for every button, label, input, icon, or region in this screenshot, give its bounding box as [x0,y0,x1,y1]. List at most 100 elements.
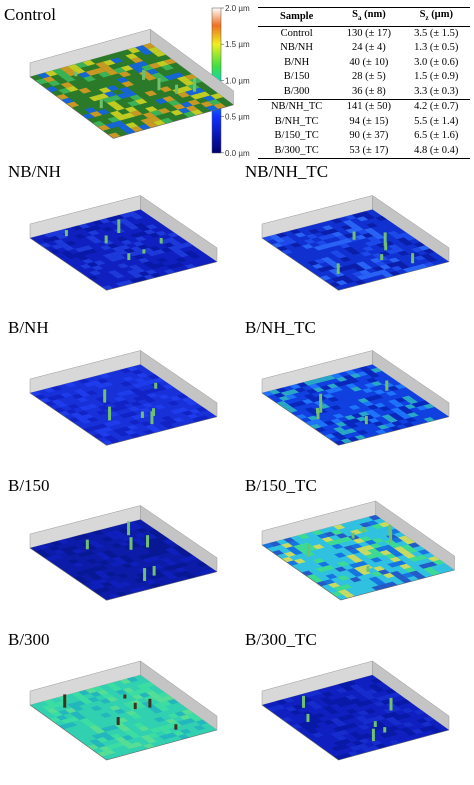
surface-cell [128,63,141,70]
surface-cell [357,398,370,404]
surface-cell [343,246,356,252]
surface-cell [311,530,324,536]
surface-cell [303,238,316,244]
colorbar-label: 0.5 µm [225,113,250,122]
surface-cell [148,542,161,548]
surface-cell [364,382,376,388]
surface-cell [82,427,95,433]
surface-cell [311,577,324,583]
surface-cell [142,557,154,563]
surface-cell [368,372,380,378]
surface-cell [375,216,387,222]
surface-cell [285,407,298,413]
surface-cell [74,247,87,253]
surface-cell [373,234,386,240]
surface-cell [351,213,364,219]
table-cell: 24 (± 4) [352,42,386,54]
peak [389,530,393,544]
surface-cell [332,413,345,419]
surface-cell [415,554,428,560]
table-cell: 1.3 (± 0.5) [414,42,459,54]
surface-cell [145,738,157,744]
surface-cell [53,407,66,413]
surface-cell [68,417,80,423]
surface-cell [276,246,289,252]
surface-cell [95,61,109,68]
surface-cell [161,415,173,421]
surface-cell [294,387,307,393]
surface-cell [344,414,357,421]
surface-cell [323,265,336,271]
surface-cell [366,236,379,242]
surface-cell [95,551,108,557]
surface-cell [100,245,112,251]
surface-cell [101,581,113,587]
surface-cell [387,711,400,717]
surface-cell [83,227,95,233]
surface-cell [160,544,172,550]
surface-cell [358,738,371,744]
surface-cell [65,240,77,246]
surface-cell [156,257,169,263]
surface-cell [79,418,92,424]
surface-cell [327,396,340,402]
surface-cell [119,426,132,432]
surface-cell [370,381,383,387]
surface-cell [142,43,156,50]
surface-cell [348,404,361,410]
surface-cell [145,579,157,585]
surface-cell [392,715,405,721]
surface-cell [156,725,169,731]
surface-cell [138,226,151,232]
peak [319,401,323,413]
surface-cell [45,86,59,93]
surface-cell [418,400,430,406]
surface-cell [337,430,350,436]
surface-cell [333,524,346,530]
surface-cell [156,76,170,83]
surface-cell [323,531,336,537]
surface-cell [363,369,376,375]
surface-cell [333,426,345,432]
surface-cell [116,404,129,410]
surface-cell [381,414,394,420]
surface-cell [306,714,319,720]
surface-cell [140,734,153,740]
table-cell: B/300 [283,85,310,97]
surface-cell [93,728,106,734]
surface-cell [370,557,383,563]
surface-cell [271,242,284,248]
surface-cell [388,725,401,731]
surface-cell [58,723,71,730]
header-unit: (nm) [364,9,386,20]
surface-cell [386,417,398,423]
surface-cell [128,733,141,739]
surface-cell [195,719,208,725]
surface-cell [310,378,323,384]
surface-cell [169,395,182,401]
surface-cell [285,394,298,400]
surface-cell [390,706,402,712]
surface-cell [389,692,402,698]
peak [152,566,156,576]
surface-cell [387,230,400,236]
surface-cell [122,687,135,693]
surface-cell [100,712,112,718]
surface-cell [88,725,101,731]
surface-cell [142,261,155,267]
surface-cell [126,211,139,217]
surface-cell [78,87,92,94]
surface-cell [387,244,400,250]
surface-cell [140,118,154,125]
surface-cell [392,234,404,240]
surface-cell [91,575,104,581]
surface-cell [137,244,149,250]
surface-cell [342,374,355,380]
surface-cell [71,535,84,541]
surface-cell [325,573,338,580]
surface-cell [157,107,171,114]
surface-cell [358,366,371,372]
surface-cell [99,745,111,752]
surface-cell [65,409,78,415]
surface-cell [117,431,130,437]
